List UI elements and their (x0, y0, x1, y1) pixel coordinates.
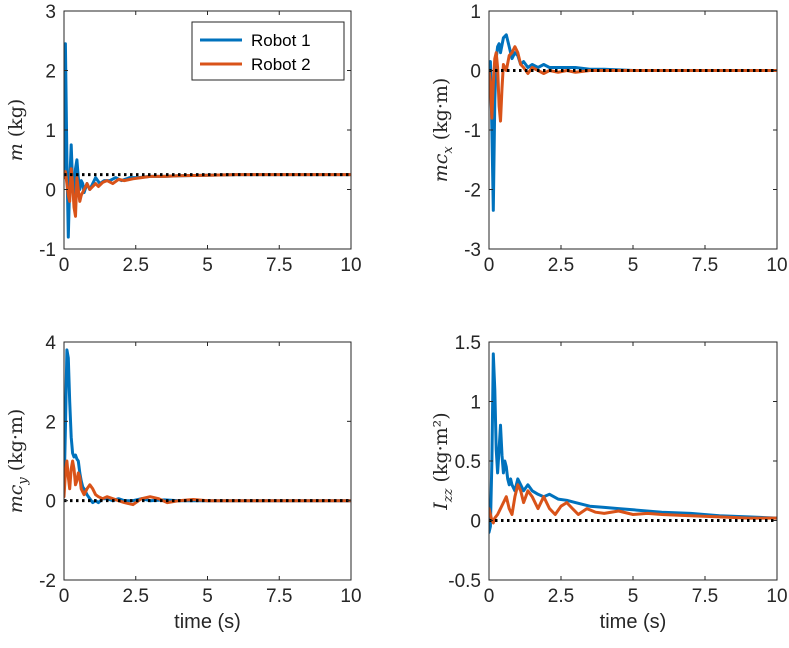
y-tick-label: 1 (470, 2, 481, 23)
x-tick-label: 0 (59, 586, 70, 607)
y-tick-label: -1 (39, 240, 56, 261)
y-axis-label-symbol: mc (430, 153, 452, 182)
x-axis-label: time (s) (600, 611, 667, 633)
y-axis-label-unit: (kg·m) (430, 78, 452, 141)
x-tick-label: 5 (202, 586, 213, 607)
series-line-robot-2 (489, 483, 777, 525)
x-tick-label: 0 (59, 255, 70, 276)
y-tick-label: 0.5 (455, 452, 481, 473)
y-axis-label: m (kg) (5, 99, 27, 162)
y-axis-label-symbol: mc (5, 484, 27, 513)
y-tick-label: 1 (470, 393, 481, 414)
x-tick-label: 10 (766, 586, 787, 607)
y-axis-label: Izz (kg·m²) (430, 412, 456, 510)
x-tick-label: 7.5 (692, 255, 718, 276)
x-tick-label: 5 (628, 255, 639, 276)
x-axis-label: time (s) (174, 611, 241, 633)
chart-mcx: 0 2.5 5 7.5 10 -3 -2 -1 0 1 mcx (kg·m) (430, 2, 788, 276)
y-axis-label-symbol: m (5, 143, 27, 161)
legend-label-robot-2: Robot 2 (251, 55, 311, 74)
y-axis-label-unit: (kg) (5, 99, 27, 138)
axes-box (488, 341, 778, 581)
axes-box (488, 10, 778, 250)
y-tick-label: -3 (464, 240, 481, 261)
y-tick-label: 0 (45, 492, 56, 513)
series-line-robot-2 (489, 45, 777, 123)
y-tick-label: 2 (45, 412, 56, 433)
plot-area (64, 348, 351, 507)
legend-label-robot-1: Robot 1 (251, 31, 311, 50)
y-axis-label-symbol: I (430, 502, 452, 511)
plot-area (64, 42, 351, 239)
y-tick-label: -0.5 (448, 571, 481, 592)
series-line-robot-2 (64, 459, 351, 507)
legend: Robot 1 Robot 2 (191, 21, 345, 81)
x-tick-label: 7.5 (266, 255, 292, 276)
y-axis-label-unit: (kg·m²) (430, 412, 452, 482)
y-tick-label: 3 (45, 2, 56, 23)
y-tick-label: 0 (45, 181, 56, 202)
y-tick-label: 0 (470, 62, 481, 83)
plot-area (489, 352, 777, 534)
x-tick-label: 2.5 (548, 586, 574, 607)
y-tick-label: -2 (39, 571, 56, 592)
x-tick-label: 2.5 (123, 255, 149, 276)
y-tick-label: -2 (464, 181, 481, 202)
y-tick-label: 0 (470, 512, 481, 533)
y-tick-label: 1 (45, 121, 56, 142)
y-axis-label-subscript: zz (441, 488, 456, 503)
series-line-robot-1 (489, 352, 777, 534)
y-axis-label-subscript: x (441, 146, 456, 154)
x-tick-label: 5 (628, 586, 639, 607)
y-tick-label: 4 (45, 333, 56, 354)
series-line-robot-1 (489, 33, 777, 212)
y-axis-label-unit: (kg·m) (5, 409, 27, 472)
x-tick-label: 7.5 (692, 586, 718, 607)
x-tick-label: 10 (766, 255, 787, 276)
y-axis-label: mcx (kg·m) (430, 78, 456, 183)
x-tick-label: 7.5 (266, 586, 292, 607)
x-tick-label: 5 (202, 255, 213, 276)
legend-box (191, 21, 345, 81)
x-tick-label: 0 (484, 586, 495, 607)
y-tick-label: 1.5 (455, 333, 481, 354)
x-tick-label: 2.5 (123, 586, 149, 607)
plot-area (489, 33, 777, 212)
x-tick-label: 2.5 (548, 255, 574, 276)
x-tick-label: 10 (340, 586, 361, 607)
axes-box (63, 341, 352, 581)
series-line-robot-1 (64, 348, 351, 505)
x-tick-label: 0 (484, 255, 495, 276)
y-tick-label: 2 (45, 62, 56, 83)
y-axis-label: mcy (kg·m) (5, 409, 31, 514)
x-tick-label: 10 (340, 255, 361, 276)
y-tick-label: -1 (464, 121, 481, 142)
y-axis-label-subscript: y (16, 477, 31, 486)
